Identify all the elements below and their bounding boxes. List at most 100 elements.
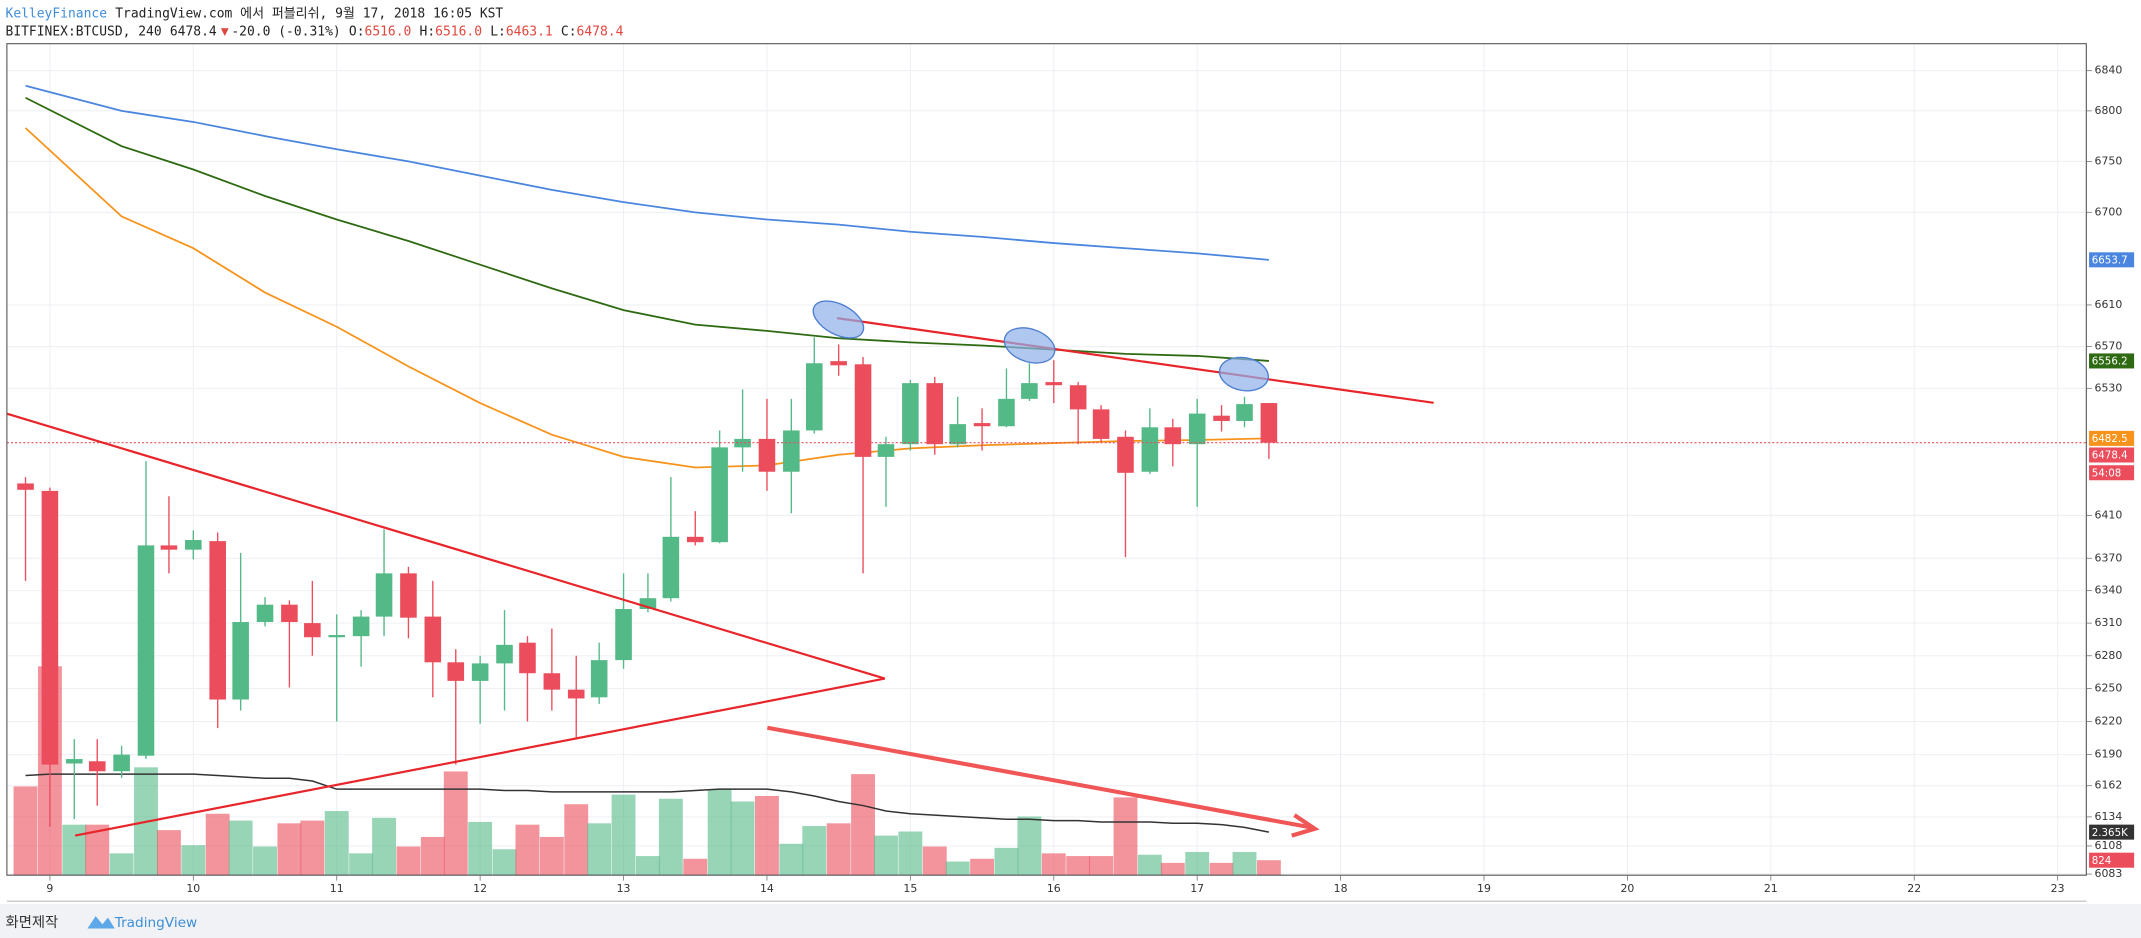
volume-tag: 824 bbox=[2092, 855, 2112, 867]
candle-body bbox=[758, 438, 776, 472]
candle-body bbox=[304, 623, 321, 638]
y-tick-label: 6800 bbox=[2095, 104, 2123, 117]
candle-body bbox=[17, 483, 34, 490]
x-tick-label: 15 bbox=[903, 882, 917, 895]
candle-body bbox=[1141, 427, 1159, 472]
x-tick-label: 14 bbox=[760, 882, 774, 895]
candle-body bbox=[400, 573, 417, 618]
volume-bar bbox=[1232, 851, 1257, 876]
footer-brand: TradingView bbox=[114, 915, 197, 931]
volume-bar bbox=[13, 786, 38, 876]
countdown-tag: 54:08 bbox=[2092, 467, 2122, 479]
candle-body bbox=[711, 447, 728, 543]
candle-body bbox=[209, 541, 226, 700]
volume-bar bbox=[109, 853, 134, 876]
last-price-tag: 6478.4 bbox=[2092, 450, 2128, 462]
ma-value-tag: 6653.7 bbox=[2092, 255, 2128, 267]
y-tick-label: 6840 bbox=[2095, 64, 2123, 77]
y-tick-label: 6108 bbox=[2095, 839, 2123, 852]
candle-body bbox=[734, 438, 751, 448]
ohlc-label: L: bbox=[490, 24, 506, 39]
volume-bar bbox=[755, 796, 779, 876]
volume-bar bbox=[779, 843, 804, 876]
ma-value-tag: 6556.2 bbox=[2092, 356, 2128, 368]
y-tick-label: 6530 bbox=[2095, 381, 2123, 394]
volume-bar bbox=[349, 853, 374, 876]
volume-bar bbox=[277, 823, 302, 876]
volume-bar bbox=[205, 813, 230, 876]
candle-body bbox=[1069, 385, 1087, 410]
ohlc-value: 6463.1 bbox=[506, 24, 553, 39]
trendline bbox=[74, 677, 886, 837]
x-tick-label: 12 bbox=[473, 882, 487, 895]
y-tick-label: 6750 bbox=[2095, 154, 2123, 167]
footer-caption: 화면제작 bbox=[6, 914, 59, 931]
candle-body bbox=[1092, 409, 1110, 439]
candle-body bbox=[160, 545, 178, 550]
x-tick-label: 9 bbox=[46, 882, 53, 895]
volume-ma-tag: 2.365K bbox=[2092, 827, 2128, 839]
volume-bar bbox=[802, 826, 827, 876]
arrow-head bbox=[1291, 813, 1320, 838]
candle-body bbox=[805, 363, 823, 431]
y-tick-label: 6083 bbox=[2095, 867, 2123, 880]
x-tick-label: 16 bbox=[1047, 882, 1061, 895]
volume-bar bbox=[658, 798, 683, 876]
axes: 9 10 11 12 13 14 15 16 17 18 19 20 21 22 23 6840 6800 675… bbox=[46, 64, 2135, 895]
change-arrow: ▼ bbox=[221, 24, 229, 39]
volume-bar bbox=[1160, 862, 1185, 876]
candle-body bbox=[256, 604, 274, 623]
candle-body bbox=[375, 573, 393, 617]
quote-line: BITFINEX:BTCUSD, 240 6478.4 ▼ -20.0 (-0.31%… bbox=[6, 24, 624, 39]
x-tick-label: 11 bbox=[330, 882, 344, 895]
volume-bar bbox=[1137, 854, 1162, 876]
volume-bar bbox=[898, 831, 923, 876]
candle-body bbox=[543, 673, 561, 690]
x-tick-label: 13 bbox=[617, 882, 631, 895]
y-tick-label: 6162 bbox=[2095, 779, 2123, 792]
volume-bar bbox=[874, 835, 898, 876]
volume-bar bbox=[420, 836, 445, 876]
volume-bar bbox=[85, 824, 110, 876]
volume-bar bbox=[468, 821, 493, 876]
volume-bar bbox=[707, 789, 732, 876]
volume-bar bbox=[228, 820, 253, 876]
candle-body bbox=[998, 398, 1015, 427]
y-tick-label: 6700 bbox=[2095, 205, 2123, 218]
volume-bar bbox=[443, 771, 468, 876]
candle-body bbox=[590, 660, 608, 698]
candle-body bbox=[1164, 427, 1182, 445]
candle-body bbox=[1188, 413, 1206, 445]
candle-body bbox=[1213, 415, 1230, 421]
volume-ma-line bbox=[25, 773, 1270, 833]
volume-ma-tag-bg bbox=[2089, 824, 2135, 840]
x-tick-label: 21 bbox=[1764, 882, 1778, 895]
brand-logo bbox=[87, 916, 115, 929]
volume-bar bbox=[324, 811, 349, 876]
candle-body bbox=[88, 761, 106, 772]
volume-bar bbox=[1066, 856, 1091, 876]
volume-bar bbox=[1209, 862, 1234, 876]
ma-line bbox=[25, 84, 1269, 261]
ohlc-label: H: bbox=[420, 24, 436, 39]
volume-bar bbox=[683, 858, 708, 876]
candle-body bbox=[352, 616, 370, 637]
volume-bar bbox=[970, 858, 995, 876]
candle-body bbox=[113, 754, 130, 772]
volume-bar bbox=[994, 847, 1019, 876]
ohlc-value: 6516.0 bbox=[365, 24, 412, 39]
grid bbox=[6, 43, 2087, 876]
x-tick-label: 23 bbox=[2051, 882, 2065, 895]
candle-body bbox=[973, 423, 991, 427]
volume-bar bbox=[372, 817, 397, 876]
candle-body bbox=[137, 545, 155, 756]
price-pane bbox=[6, 84, 2087, 827]
candle-body bbox=[926, 383, 944, 445]
arrow bbox=[767, 725, 1312, 830]
candle-body bbox=[902, 383, 919, 445]
symbol: BITFINEX:BTCUSD, 240 bbox=[6, 24, 162, 39]
volume-bar bbox=[300, 820, 325, 876]
volume-bar bbox=[730, 801, 755, 876]
volume-bar bbox=[1256, 860, 1281, 876]
